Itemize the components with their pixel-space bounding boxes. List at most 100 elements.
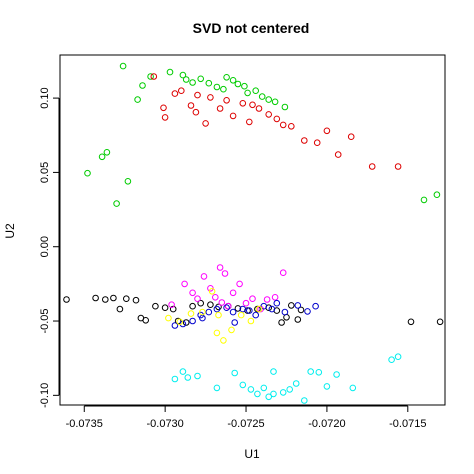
data-point [237, 311, 245, 319]
data-point [224, 302, 232, 310]
x-tick-label: -0.0735 [66, 418, 103, 430]
data-point [234, 80, 242, 88]
data-point [207, 301, 214, 309]
data-point [297, 306, 305, 314]
data-point [301, 137, 308, 144]
x-tick-label: -0.0725 [227, 418, 264, 430]
data-point [292, 380, 300, 387]
data-point [194, 295, 201, 303]
data-point [239, 381, 247, 389]
data-point [301, 397, 308, 404]
data-point [249, 101, 256, 109]
data-point [63, 296, 70, 303]
data-point [229, 112, 237, 120]
data-point [288, 123, 295, 130]
data-point [142, 317, 149, 324]
data-point [216, 264, 224, 271]
data-point [113, 200, 120, 207]
series-group [171, 299, 319, 329]
data-point [388, 356, 395, 364]
data-point [260, 302, 268, 310]
data-point [197, 75, 204, 83]
x-axis-label: U1 [244, 447, 260, 461]
x-tick-label: -0.0730 [146, 418, 183, 430]
data-point [281, 103, 289, 111]
y-axis: -0.10 -0.05 0.00 0.05 0.10 [39, 87, 60, 408]
data-point [244, 89, 251, 97]
data-point [265, 111, 273, 118]
data-point [216, 105, 224, 112]
x-tick-label: -0.0715 [389, 418, 426, 430]
y-tick-label: -0.05 [39, 308, 51, 333]
data-point [123, 295, 130, 303]
data-point [197, 299, 204, 307]
data-point [202, 120, 209, 127]
y-tick-label: 0.05 [39, 162, 51, 183]
data-point [286, 386, 294, 393]
series-group [165, 288, 263, 344]
data-point [139, 82, 146, 89]
data-point [231, 369, 238, 377]
data-point [165, 314, 172, 322]
data-point [312, 302, 319, 310]
data-point [220, 337, 227, 344]
data-point [176, 318, 183, 326]
data-point [270, 390, 277, 398]
data-point [228, 326, 235, 334]
data-point [179, 368, 187, 375]
data-point [199, 308, 206, 316]
data-point [246, 307, 253, 314]
data-point [315, 369, 323, 376]
data-point [254, 390, 261, 398]
data-point [273, 299, 281, 307]
data-point [92, 294, 99, 302]
data-point [181, 280, 188, 288]
y-tick-label: -0.10 [39, 383, 51, 408]
data-point [234, 305, 242, 312]
data-point [436, 318, 444, 326]
data-point [189, 79, 196, 86]
data-point [132, 296, 140, 304]
series-group [168, 264, 287, 313]
data-point [171, 90, 179, 97]
data-point [84, 169, 91, 177]
plot-frame [59, 54, 446, 406]
data-point [218, 299, 226, 306]
data-point [349, 384, 357, 392]
data-point [182, 76, 190, 83]
data-point [223, 304, 230, 312]
data-point [168, 301, 175, 309]
data-point [304, 308, 311, 315]
data-point [207, 94, 214, 101]
data-point [323, 383, 331, 390]
data-point [273, 115, 281, 123]
data-point [110, 294, 117, 302]
data-point [187, 102, 195, 109]
data-point [260, 384, 268, 392]
data-point [221, 270, 229, 277]
data-point [255, 305, 263, 313]
data-point [179, 71, 187, 79]
data-point [161, 114, 169, 121]
data-point [271, 294, 279, 301]
data-point [239, 305, 247, 313]
data-point [407, 318, 415, 326]
data-point [220, 85, 227, 93]
data-point [433, 191, 441, 198]
data-point [223, 97, 230, 104]
data-point [119, 62, 127, 70]
data-point [247, 317, 255, 325]
data-point [161, 304, 169, 312]
x-tick-label: -0.0720 [308, 418, 345, 430]
data-point [152, 302, 159, 310]
data-point [258, 93, 266, 100]
data-point [231, 319, 238, 326]
data-point [294, 302, 302, 309]
data-point [169, 305, 177, 313]
data-point [279, 121, 287, 129]
data-point [194, 372, 201, 380]
data-point [268, 305, 276, 313]
data-point [265, 96, 273, 103]
y-axis-label: U2 [3, 223, 17, 239]
